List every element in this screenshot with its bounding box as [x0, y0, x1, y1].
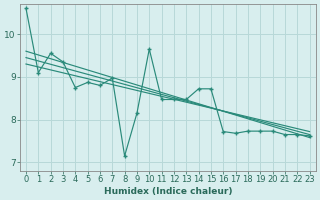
X-axis label: Humidex (Indice chaleur): Humidex (Indice chaleur) — [103, 187, 232, 196]
